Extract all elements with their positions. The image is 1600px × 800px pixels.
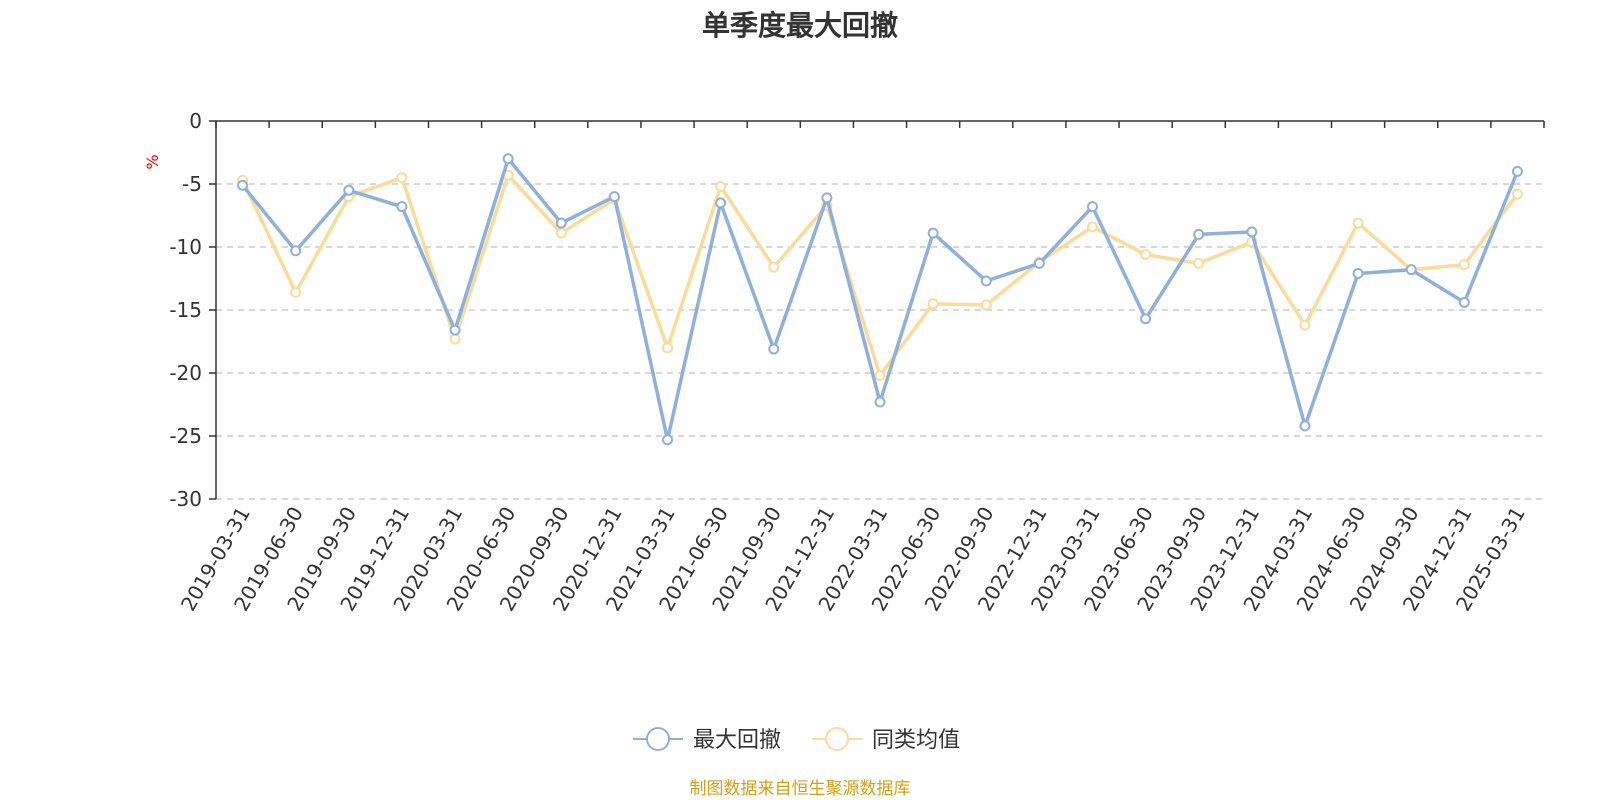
data-point	[1299, 319, 1311, 331]
data-point	[1458, 296, 1470, 308]
data-point	[449, 324, 461, 336]
data-point	[290, 286, 302, 298]
data-point	[1299, 420, 1311, 432]
legend-label: 最大回撤	[693, 728, 781, 753]
data-point	[1511, 188, 1523, 200]
data-point	[1405, 264, 1417, 276]
data-point	[290, 245, 302, 257]
data-point	[980, 275, 992, 287]
y-tick-label: -25	[169, 424, 202, 448]
y-tick-label: -30	[169, 487, 202, 511]
y-tick-label: -15	[169, 298, 202, 322]
data-point	[1086, 201, 1098, 213]
data-point	[980, 299, 992, 311]
data-point	[662, 434, 674, 446]
data-point	[1511, 165, 1523, 177]
data-point	[396, 201, 408, 213]
data-point	[821, 192, 833, 204]
data-point	[768, 261, 780, 273]
y-tick-label: -5	[182, 172, 202, 196]
data-point	[343, 184, 355, 196]
data-point	[1193, 257, 1205, 269]
data-point	[1086, 221, 1098, 233]
legend-marker	[825, 727, 849, 751]
series-line-1	[241, 173, 1519, 378]
y-tick-label: -10	[169, 235, 202, 259]
data-point	[1193, 228, 1205, 240]
data-point	[927, 227, 939, 239]
data-point	[768, 343, 780, 355]
data-point	[1033, 257, 1045, 269]
axes: 0-5-10-15-20-25-30%2019-03-312019-06-302…	[143, 109, 1545, 615]
data-point	[662, 342, 674, 354]
series-lines	[237, 153, 1523, 446]
data-point	[237, 179, 249, 191]
data-point	[396, 172, 408, 184]
y-tick-label: 0	[189, 109, 202, 133]
data-point	[1352, 217, 1364, 229]
data-point	[502, 153, 514, 165]
source-note: 制图数据来自恒生聚源数据库	[689, 779, 911, 799]
y-axis-unit: %	[143, 154, 162, 169]
legend: 最大回撤 同类均值	[633, 727, 960, 753]
data-point	[555, 227, 567, 239]
legend-label: 同类均值	[872, 728, 960, 753]
grid-lines	[216, 183, 1544, 500]
chart-title: 单季度最大回撤	[701, 9, 898, 42]
data-point	[1246, 226, 1258, 238]
data-point	[715, 181, 727, 193]
data-point	[927, 298, 939, 310]
data-point	[449, 333, 461, 345]
data-point	[715, 197, 727, 209]
data-point	[1140, 249, 1152, 261]
data-point	[1458, 259, 1470, 271]
data-point	[1352, 267, 1364, 279]
data-point	[874, 370, 886, 382]
legend-marker	[646, 727, 670, 751]
data-point	[608, 191, 620, 203]
data-point	[555, 217, 567, 229]
data-point	[874, 396, 886, 408]
y-tick-label: -20	[169, 361, 202, 385]
data-point	[1140, 313, 1152, 325]
